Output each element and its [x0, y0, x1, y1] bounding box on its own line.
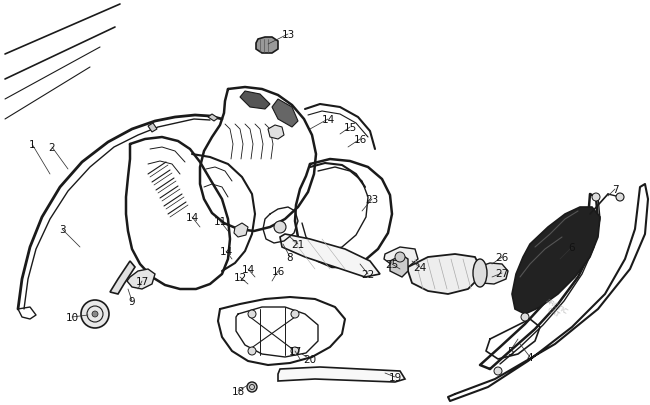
- Circle shape: [494, 367, 502, 375]
- Text: 15: 15: [343, 123, 357, 133]
- Text: 9: 9: [129, 296, 135, 306]
- Polygon shape: [278, 367, 405, 382]
- Text: 16: 16: [354, 135, 367, 145]
- Polygon shape: [280, 234, 380, 277]
- Circle shape: [592, 194, 600, 202]
- Text: 11: 11: [213, 216, 227, 226]
- Text: 26: 26: [495, 252, 508, 262]
- Text: 17: 17: [289, 346, 302, 356]
- Text: 25: 25: [385, 259, 398, 269]
- Text: 16: 16: [272, 266, 285, 276]
- Text: 14: 14: [241, 264, 255, 274]
- Circle shape: [274, 222, 286, 233]
- Text: 27: 27: [495, 269, 508, 278]
- Ellipse shape: [473, 259, 487, 287]
- Circle shape: [395, 252, 405, 262]
- Text: 17: 17: [135, 276, 149, 286]
- Circle shape: [248, 347, 256, 355]
- Polygon shape: [512, 207, 600, 314]
- Circle shape: [81, 300, 109, 328]
- Text: 7: 7: [612, 185, 618, 194]
- Text: 18: 18: [231, 386, 244, 396]
- Polygon shape: [476, 263, 508, 284]
- Text: 22: 22: [361, 269, 374, 279]
- Text: ARCTIC
CAT: ARCTIC CAT: [541, 297, 569, 321]
- Text: 23: 23: [365, 194, 378, 205]
- Polygon shape: [384, 247, 418, 267]
- Text: 14: 14: [185, 213, 199, 222]
- Polygon shape: [234, 224, 248, 237]
- Circle shape: [291, 347, 299, 355]
- Text: 3: 3: [58, 224, 65, 234]
- Text: 20: 20: [304, 354, 317, 364]
- Text: 6: 6: [569, 243, 575, 252]
- Circle shape: [92, 311, 98, 317]
- Text: 4: 4: [526, 352, 533, 362]
- Circle shape: [247, 382, 257, 392]
- Polygon shape: [110, 261, 135, 294]
- Polygon shape: [240, 92, 270, 110]
- Text: 14: 14: [220, 246, 233, 256]
- Text: 8: 8: [287, 252, 293, 262]
- Polygon shape: [272, 100, 298, 128]
- Text: 2: 2: [49, 143, 55, 153]
- Polygon shape: [208, 115, 218, 122]
- Polygon shape: [256, 38, 278, 54]
- Circle shape: [248, 310, 256, 318]
- Polygon shape: [127, 269, 155, 289]
- Text: 21: 21: [291, 239, 305, 249]
- Circle shape: [291, 310, 299, 318]
- Text: 13: 13: [281, 30, 294, 40]
- Polygon shape: [148, 124, 157, 133]
- Text: 24: 24: [413, 262, 426, 272]
- Text: 5: 5: [507, 346, 514, 356]
- Text: 19: 19: [389, 372, 402, 382]
- Polygon shape: [390, 256, 408, 277]
- Polygon shape: [408, 254, 480, 294]
- Text: 10: 10: [66, 312, 79, 322]
- Circle shape: [521, 313, 529, 321]
- Text: 12: 12: [233, 272, 246, 282]
- Polygon shape: [268, 126, 284, 140]
- Circle shape: [616, 194, 624, 202]
- Text: 14: 14: [321, 115, 335, 125]
- Text: 1: 1: [29, 140, 35, 149]
